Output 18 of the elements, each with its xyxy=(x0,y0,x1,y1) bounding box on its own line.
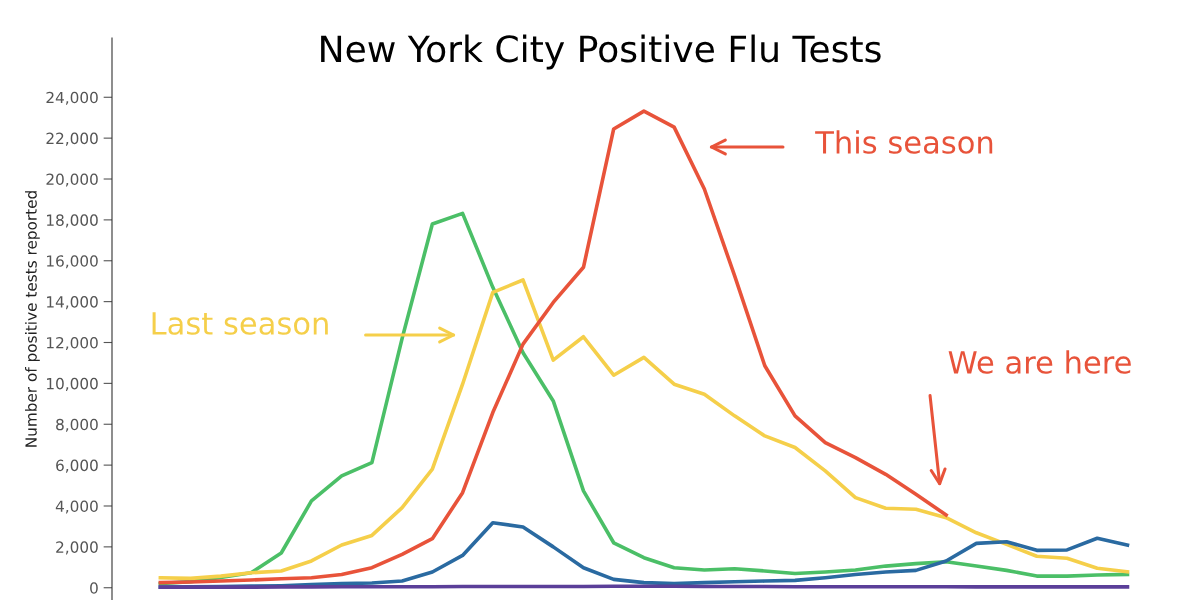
y-tick-label: 8,000 xyxy=(56,418,98,432)
y-tick-label: 14,000 xyxy=(47,296,98,310)
y-tick-label: 2,000 xyxy=(56,541,98,555)
y-tick-label: 20,000 xyxy=(46,173,98,187)
y-tick-label: 6,000 xyxy=(56,459,98,473)
annotation: We are here xyxy=(948,350,1131,374)
y-tick-label: 10,000 xyxy=(47,377,98,391)
chart-title: New York City Positive Flu Tests xyxy=(321,34,881,70)
y-axis-title: Number of positive tests reported xyxy=(25,191,40,447)
annotation: Last season xyxy=(152,312,328,335)
y-tick-label: 18,000 xyxy=(47,214,98,228)
y-tick-label: 24,000 xyxy=(46,91,98,105)
y-tick-label: 22,000 xyxy=(46,132,98,146)
y-tick-label: 0 xyxy=(90,582,98,594)
annotation: This season xyxy=(815,130,993,154)
y-tick-label: 12,000 xyxy=(47,336,98,351)
y-tick-label: 16,000 xyxy=(47,255,98,269)
y-tick-label: 4,000 xyxy=(55,500,98,514)
